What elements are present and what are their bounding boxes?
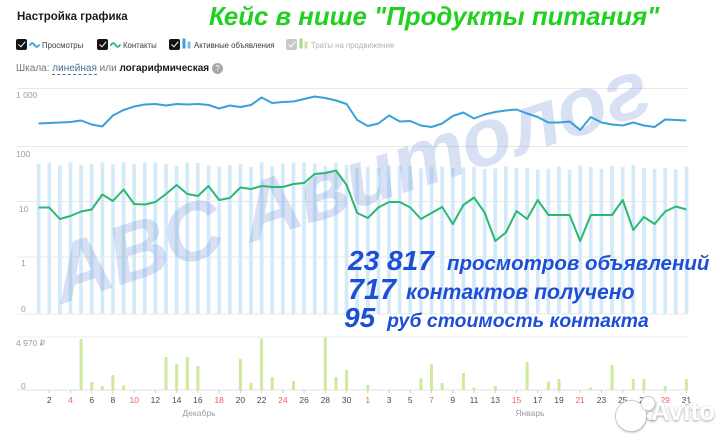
svg-text:28: 28 (321, 395, 331, 405)
svg-text:6: 6 (89, 395, 94, 405)
svg-text:5: 5 (408, 395, 413, 405)
svg-text:18: 18 (214, 395, 224, 405)
svg-text:21: 21 (575, 395, 585, 405)
svg-text:17: 17 (533, 395, 543, 405)
svg-text:3: 3 (387, 395, 392, 405)
svg-text:4: 4 (68, 395, 73, 405)
svg-text:10: 10 (19, 204, 29, 214)
svg-text:Декабрь: Декабрь (182, 408, 216, 418)
svg-text:14: 14 (172, 395, 182, 405)
svg-text:29: 29 (660, 395, 670, 405)
svg-text:16: 16 (193, 395, 203, 405)
svg-text:7: 7 (429, 395, 434, 405)
svg-text:31: 31 (682, 395, 692, 405)
svg-text:1 000: 1 000 (16, 90, 38, 100)
svg-text:20: 20 (236, 395, 246, 405)
svg-text:4 970 ₽: 4 970 ₽ (16, 338, 46, 348)
svg-text:22: 22 (257, 395, 267, 405)
svg-text:10: 10 (129, 395, 139, 405)
svg-text:0: 0 (21, 304, 26, 314)
svg-text:Январь: Январь (515, 408, 545, 418)
svg-text:9: 9 (450, 395, 455, 405)
svg-text:19: 19 (554, 395, 564, 405)
svg-text:1: 1 (365, 395, 370, 405)
svg-text:24: 24 (278, 395, 288, 405)
svg-text:23: 23 (597, 395, 607, 405)
svg-text:100: 100 (16, 149, 30, 159)
svg-text:0: 0 (21, 381, 26, 391)
svg-text:30: 30 (342, 395, 352, 405)
svg-text:2: 2 (47, 395, 52, 405)
svg-text:1: 1 (21, 258, 26, 268)
svg-text:25: 25 (618, 395, 628, 405)
svg-text:15: 15 (512, 395, 522, 405)
svg-text:11: 11 (470, 395, 479, 405)
svg-text:26: 26 (299, 395, 309, 405)
svg-text:8: 8 (111, 395, 116, 405)
svg-text:12: 12 (151, 395, 161, 405)
svg-text:13: 13 (491, 395, 501, 405)
